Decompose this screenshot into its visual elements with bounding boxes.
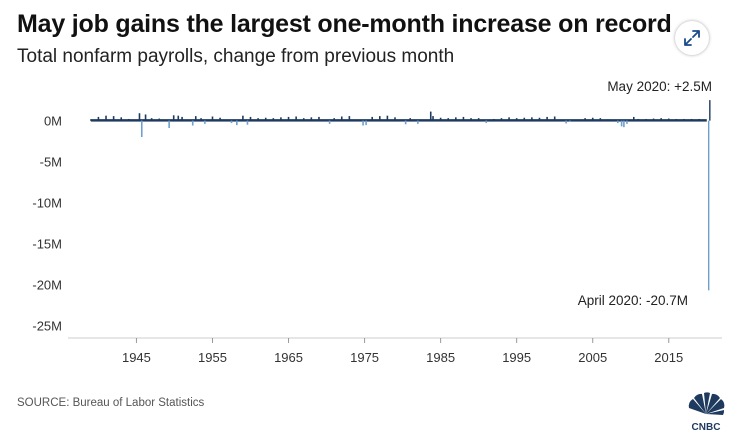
source-note: SOURCE: Bureau of Labor Statistics: [17, 397, 205, 409]
x-tick-label: 2015: [654, 350, 683, 365]
y-tick-label: -15M: [32, 237, 62, 252]
chart-subtitle: Total nonfarm payrolls, change from prev…: [17, 46, 455, 67]
annotation-april-2020: April 2020: -20.7M: [578, 293, 688, 308]
logo-text: CNBC: [692, 422, 721, 433]
x-tick-label: 1975: [350, 350, 379, 365]
y-tick-label: -10M: [32, 196, 62, 211]
expand-arrows-icon: [684, 30, 700, 46]
y-tick-label: -5M: [40, 155, 62, 170]
peacock-icon: [688, 392, 725, 415]
x-tick-label: 2005: [578, 350, 607, 365]
y-tick-label: 0M: [44, 114, 62, 129]
x-tick-label: 1965: [274, 350, 303, 365]
expand-button[interactable]: [675, 21, 709, 55]
annotation-may-2020: May 2020: +2.5M: [607, 79, 712, 94]
y-tick-label: -25M: [32, 319, 62, 334]
x-tick-label: 1945: [122, 350, 151, 365]
cnbc-logo: CNBC: [688, 392, 725, 433]
y-tick-label: -20M: [32, 278, 62, 293]
x-tick-label: 1955: [198, 350, 227, 365]
baseline-band: [90, 119, 707, 122]
x-tick-label: 1995: [502, 350, 531, 365]
x-tick-label: 1985: [426, 350, 455, 365]
chart-title: May job gains the largest one-month incr…: [17, 10, 672, 38]
payrolls-chart: 0M -5M -10M -15M -20M -25M 1945 1955 1965 1975 198…: [32, 79, 722, 365]
